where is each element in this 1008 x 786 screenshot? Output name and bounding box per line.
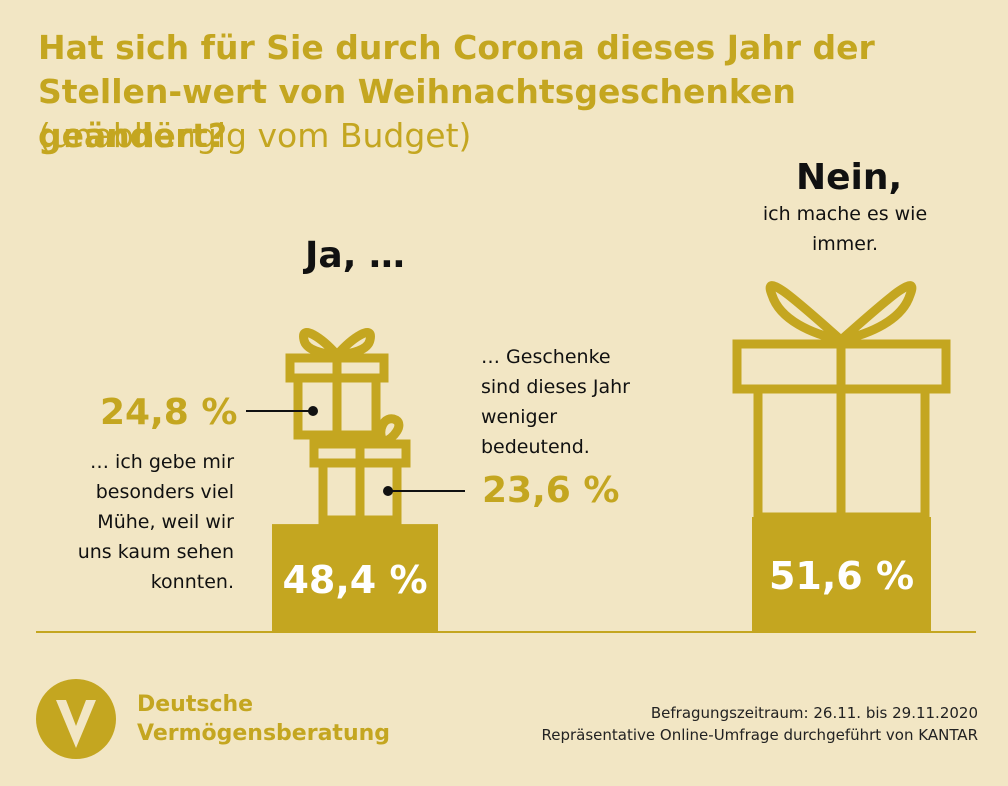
text-24-8: … ich gebe mir besonders viel Mühe, weil… — [77, 451, 234, 593]
gift-icon-large — [732, 281, 951, 522]
label-ja: Ja, … — [305, 235, 405, 276]
chart-subtitle: (unabhängig vom Budget) — [38, 116, 472, 155]
footer-period: Befragungszeitraum: 26.11. bis 29.11.202… — [650, 704, 978, 722]
brand-line-1: Deutsche — [137, 692, 254, 717]
value-label-48-4: 48,4 % — [282, 558, 428, 602]
leader-line-23-6 — [383, 486, 465, 496]
bar-nein — [752, 517, 931, 632]
value-label-24-8: 24,8 % — [100, 392, 238, 433]
label-nein-text: ich mache es wie immer. — [762, 203, 928, 255]
gift-icon-small-top — [285, 328, 389, 440]
brand-name: Deutsche Vermögensberatung — [137, 690, 390, 748]
footer-notes: Befragungszeitraum: 26.11. bis 29.11.202… — [542, 702, 979, 746]
dvag-logo-icon — [36, 679, 116, 759]
chart-title: Hat sich für Sie durch Corona dieses Jah… — [38, 28, 875, 155]
footer-method: Repräsentative Online-Umfrage durchgefüh… — [541, 726, 979, 744]
label-nein: Nein, — [796, 157, 903, 198]
brand-line-2: Vermögensberatung — [137, 721, 391, 746]
leader-line-24-8 — [246, 406, 318, 416]
text-23-6: … Geschenke sind dieses Jahr weniger bed… — [481, 346, 630, 458]
value-label-23-6: 23,6 % — [482, 470, 620, 511]
bar-ja — [272, 524, 438, 632]
value-label-51-6: 51,6 % — [768, 554, 915, 598]
